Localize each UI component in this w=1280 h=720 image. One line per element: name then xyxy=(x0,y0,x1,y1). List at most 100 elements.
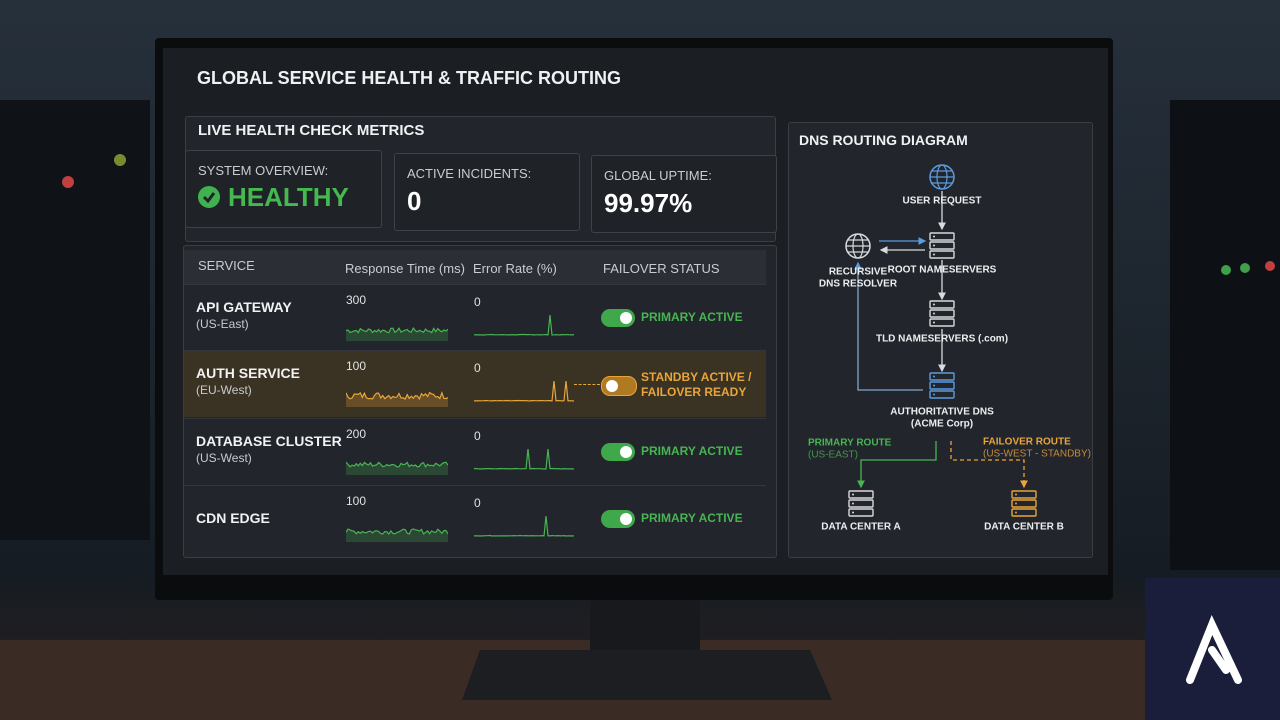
table-row: API GATEWAY (US-East) 300 0 PRIMARY ACTIVE xyxy=(184,284,766,351)
response-time: 100 xyxy=(346,359,367,373)
card-label: SYSTEM OVERVIEW: xyxy=(198,163,329,178)
server-icon xyxy=(933,321,935,324)
server-icon xyxy=(933,235,935,238)
server-icon xyxy=(852,502,854,505)
server-icon xyxy=(848,508,874,517)
metrics-title: LIVE HEALTH CHECK METRICS xyxy=(198,122,425,139)
server-icon xyxy=(933,375,935,378)
server-icon xyxy=(929,309,955,318)
server-icon xyxy=(1011,490,1037,499)
server-icon xyxy=(933,384,935,387)
failover-toggle[interactable] xyxy=(601,309,635,327)
service-name: CDN EDGE xyxy=(196,510,270,526)
failover-status: PRIMARY ACTIVE xyxy=(641,310,743,324)
failover-status: STANDBY ACTIVE / FAILOVER READY xyxy=(641,370,752,399)
dns-diagram: USER REQUEST ROOT NAMESERVERSRECURSIVEDNS… xyxy=(808,164,1091,533)
server-icon xyxy=(929,372,955,381)
server-icon xyxy=(933,393,935,396)
route-sub: (US-EAST) xyxy=(808,450,858,461)
column-header: FAILOVER STATUS xyxy=(603,261,720,276)
arrows xyxy=(854,191,1028,489)
failover-status: PRIMARY ACTIVE xyxy=(641,511,743,525)
card-system: SYSTEM OVERVIEW: HEALTHY xyxy=(185,150,382,228)
card-incidents: ACTIVE INCIDENTS: 0 xyxy=(394,153,580,231)
failover-toggle[interactable] xyxy=(601,510,635,528)
service-name: AUTH SERVICE xyxy=(196,365,300,381)
column-header: Error Rate (%) xyxy=(473,261,557,276)
sparkline xyxy=(345,326,449,341)
service-table: SERVICE Response Time (ms) Error Rate (%) F… xyxy=(183,245,777,558)
server-icon xyxy=(933,303,935,306)
route-label: FAILOVER ROUTE xyxy=(983,437,1071,448)
failover-toggle[interactable] xyxy=(601,376,637,396)
diagram-title: DNS ROUTING DIAGRAM xyxy=(799,132,968,148)
sparkline xyxy=(473,448,575,470)
dashboard-title: GLOBAL SERVICE HEALTH & TRAFFIC ROUTING xyxy=(197,68,622,88)
table-row: DATABASE CLUSTER (US-West) 200 0 PRIMARY ACT… xyxy=(184,418,766,485)
server-icon xyxy=(929,241,955,250)
error-rate: 0 xyxy=(474,496,481,510)
node-label: TLD NAMESERVERS (.com) xyxy=(876,334,1008,345)
response-time: 100 xyxy=(346,494,367,508)
error-rate: 0 xyxy=(474,429,481,443)
server-icon xyxy=(933,244,935,247)
server-icon xyxy=(1011,508,1037,517)
check-icon xyxy=(198,186,220,208)
route-sub: (US-WEST - STANDBY) xyxy=(983,449,1091,460)
server-icon xyxy=(929,381,955,390)
error-rate: 0 xyxy=(474,295,481,309)
route-label: PRIMARY ROUTE xyxy=(808,438,892,449)
server-icon xyxy=(852,493,854,496)
server-icon xyxy=(933,253,935,256)
node-label: USER REQUEST xyxy=(903,196,982,207)
card-value: HEALTHY xyxy=(228,182,349,212)
service-region: (US-West) xyxy=(196,451,252,465)
column-header: Response Time (ms) xyxy=(345,261,465,276)
failover-status: PRIMARY ACTIVE xyxy=(641,444,743,458)
server-icon xyxy=(929,300,955,309)
server-icon xyxy=(1015,511,1017,514)
sparkline xyxy=(474,515,575,537)
server-icon xyxy=(1015,502,1017,505)
server-icon xyxy=(929,390,955,399)
node-label: RECURSIVE xyxy=(829,267,888,278)
service-name: DATABASE CLUSTER xyxy=(196,433,342,449)
sparkline xyxy=(473,314,575,336)
server-icon xyxy=(929,318,955,327)
node-label: (ACME Corp) xyxy=(911,419,973,430)
server-icon xyxy=(929,232,955,241)
sparkline xyxy=(345,528,449,542)
node-label: AUTHORITATIVE DNS xyxy=(890,407,994,418)
column-header: SERVICE xyxy=(198,258,255,273)
server-icon xyxy=(929,250,955,259)
server-icon xyxy=(852,511,854,514)
card-uptime: GLOBAL UPTIME: 99.97% xyxy=(591,155,777,233)
service-name: API GATEWAY xyxy=(196,299,292,315)
card-label: GLOBAL UPTIME: xyxy=(604,168,712,183)
response-time: 200 xyxy=(346,427,367,441)
table-header xyxy=(184,250,766,284)
table-row: AUTH SERVICE (EU-West) 100 0 STANDBY ACTIVE … xyxy=(184,350,766,417)
server-icon xyxy=(1011,499,1037,508)
globe-icon xyxy=(846,239,870,253)
error-rate: 0 xyxy=(474,361,481,375)
node-label: ROOT NAMESERVERS xyxy=(888,265,997,276)
service-region: (US-East) xyxy=(196,317,249,331)
failover-toggle[interactable] xyxy=(601,443,635,461)
sparkline xyxy=(345,461,449,475)
globe-icon xyxy=(930,170,954,184)
response-time: 300 xyxy=(346,293,367,307)
server-icon xyxy=(848,499,874,508)
card-value: 99.97% xyxy=(604,188,693,218)
card-label: ACTIVE INCIDENTS: xyxy=(407,166,532,181)
node-label: DATA CENTER B xyxy=(984,522,1064,533)
server-icon xyxy=(933,312,935,315)
dns-panel: DNS ROUTING DIAGRAM USER REQUEST ROOT NAM… xyxy=(788,122,1093,558)
node-label: DATA CENTER A xyxy=(821,522,900,533)
server-icon xyxy=(1015,493,1017,496)
server-icon xyxy=(848,490,874,499)
sparkline xyxy=(473,380,575,402)
table-row: CDN EDGE 100 0 PRIMARY ACTIVE xyxy=(184,485,766,552)
sparkline xyxy=(345,391,449,407)
